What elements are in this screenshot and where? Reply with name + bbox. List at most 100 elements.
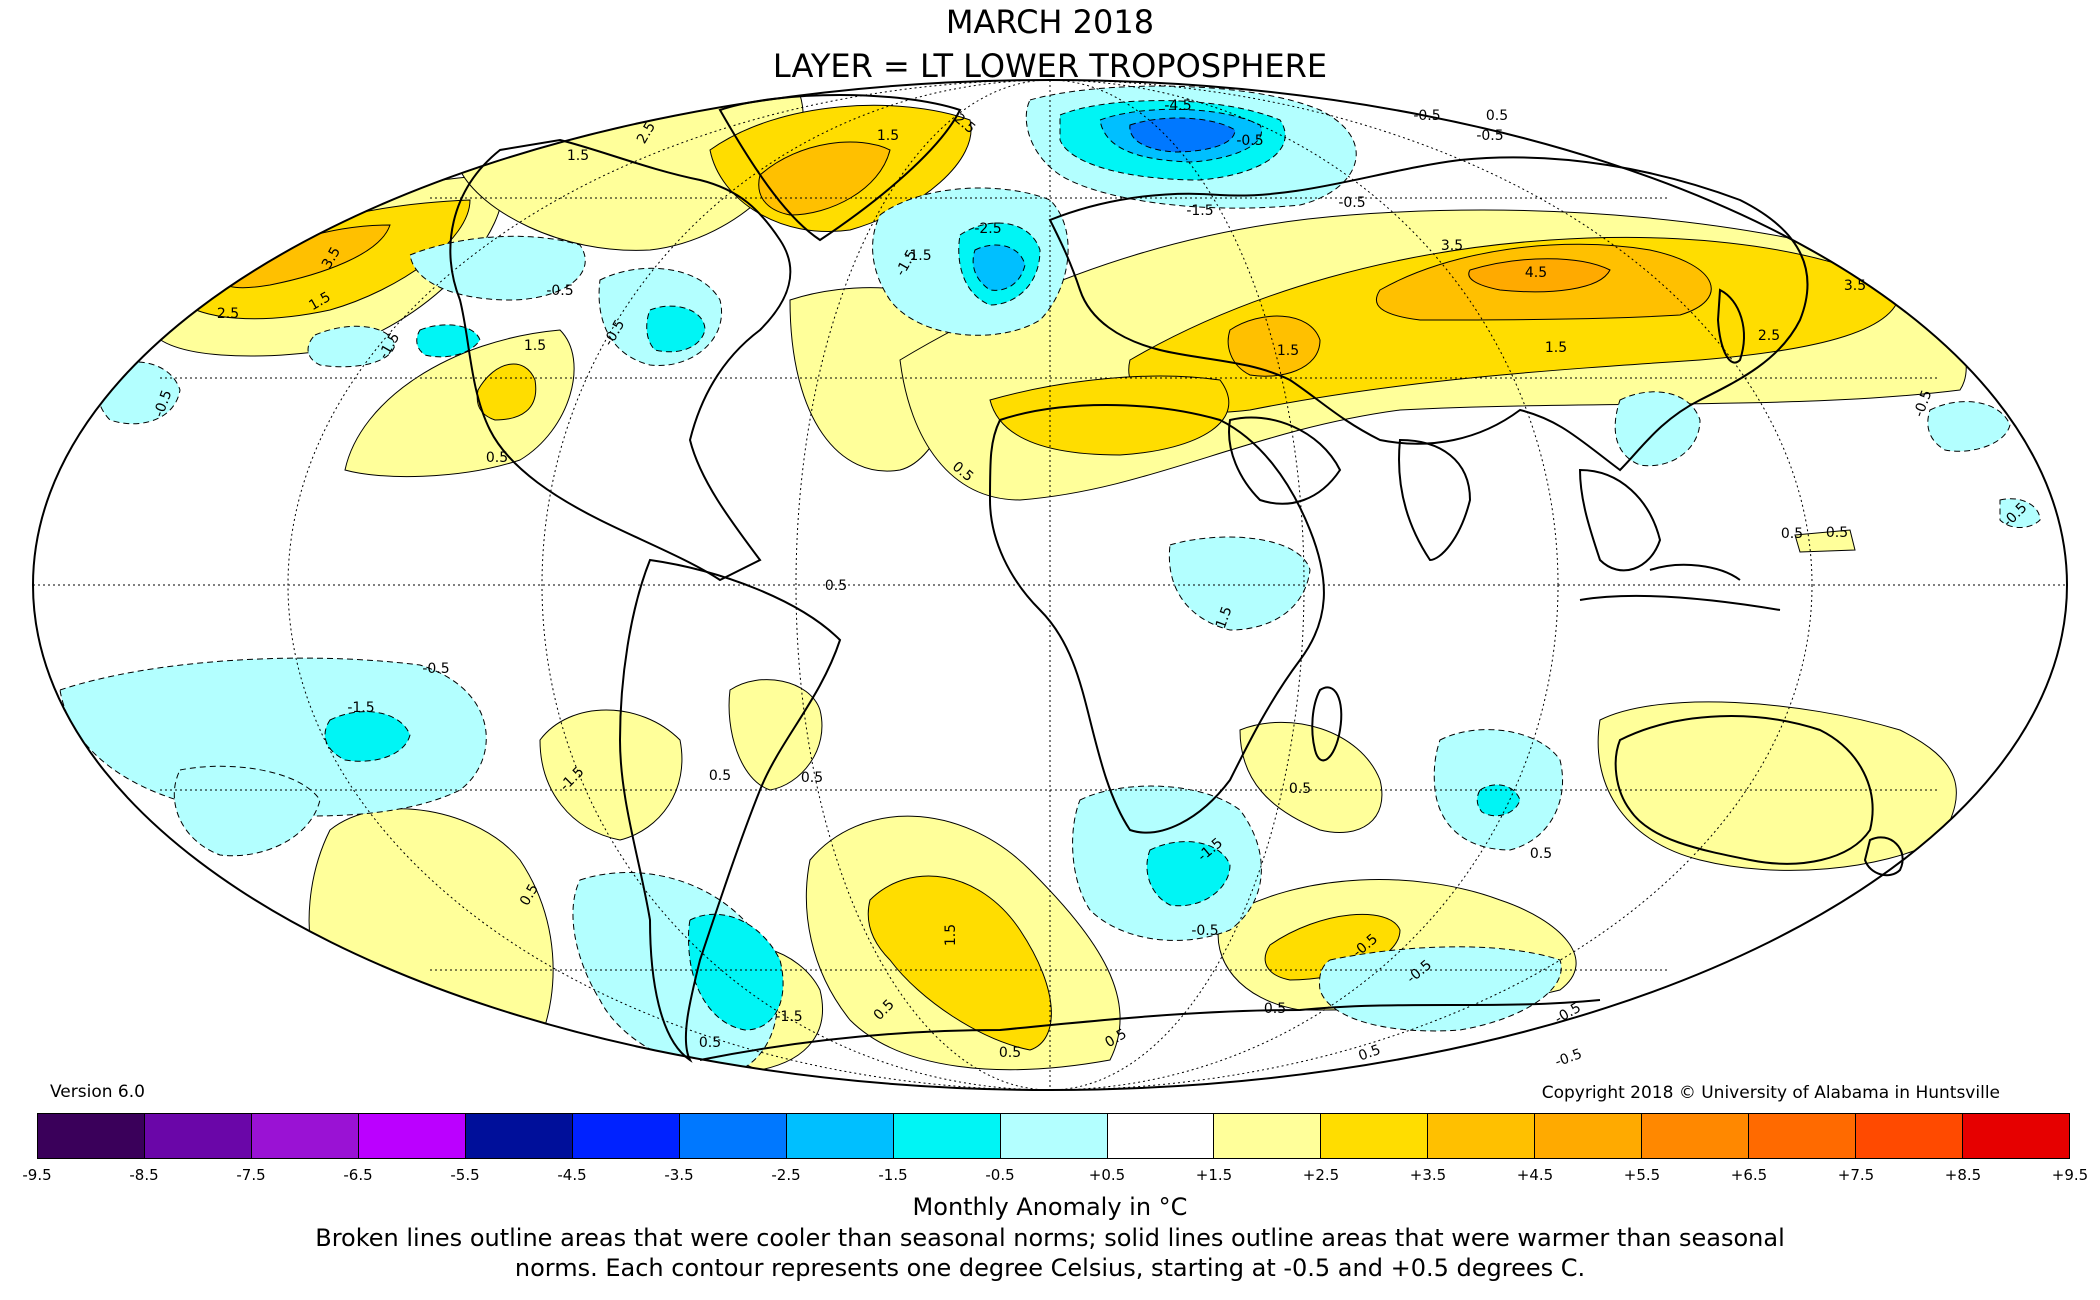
contour-label: -0.5 xyxy=(1236,133,1263,149)
peak-siberia xyxy=(1468,258,1611,293)
color-scale-cell xyxy=(1428,1114,1536,1158)
strong-cool-north-atlantic xyxy=(972,244,1026,291)
coastline-arabia xyxy=(1228,416,1342,505)
coastline-south-america xyxy=(618,558,842,1063)
contour-label: -0.5 xyxy=(422,661,449,677)
color-scale-cell xyxy=(38,1114,145,1158)
color-scale-cell xyxy=(144,1114,252,1158)
color-scale-cell xyxy=(1642,1114,1750,1158)
color-scale-cell xyxy=(1535,1114,1643,1158)
contour-label: 2.5 xyxy=(1758,328,1780,344)
color-scale-tick-label: +3.5 xyxy=(1409,1166,1447,1184)
color-scale-cell xyxy=(1214,1114,1322,1158)
color-scale-cell xyxy=(358,1114,466,1158)
contour-label: 0.5 xyxy=(1356,1042,1382,1065)
contour-label: 0.5 xyxy=(999,1045,1021,1061)
coastline-australia xyxy=(1614,715,1874,865)
contour-label: 0.5 xyxy=(1826,525,1848,541)
color-scale-tick-label: +0.5 xyxy=(1088,1166,1126,1184)
color-scale-tick-label: -3.5 xyxy=(664,1166,694,1184)
contour-label: 0.5 xyxy=(699,1035,721,1051)
color-scale-tick-label: +7.5 xyxy=(1837,1166,1875,1184)
color-scale-cell xyxy=(786,1114,894,1158)
cool-region-pacific-north xyxy=(307,325,396,368)
color-scale-tick-label: -7.5 xyxy=(236,1166,266,1184)
contour-label: 1.5 xyxy=(524,338,546,354)
contour-label: -1.5 xyxy=(775,1009,802,1025)
coastline-madagascar xyxy=(1311,686,1343,762)
cool-region-east-africa xyxy=(1168,536,1311,631)
coastlines xyxy=(449,94,1904,1063)
contour-label: -1.5 xyxy=(1186,203,1213,219)
contour-label: 2.5 xyxy=(217,306,239,322)
contour-labels: 2.5 1.5 1.5 2.5 -4.5 -0.5 -0.5 0.5 -0.5 -0.5 -1.5 -… xyxy=(151,98,2030,1070)
coastline-southeast-asia xyxy=(1578,468,1662,572)
contour-label: -0.5 xyxy=(1338,195,1365,211)
warm-region-coral-sea xyxy=(1794,529,1856,553)
cool-core-south-atlantic xyxy=(1146,841,1231,907)
color-scale-tick-label: -6.5 xyxy=(343,1166,373,1184)
warm-region-south-america-east xyxy=(539,709,683,841)
color-scale-tick-label: +2.5 xyxy=(1302,1166,1340,1184)
color-scale-tick-label: +4.5 xyxy=(1516,1166,1554,1184)
contour-label: -1.5 xyxy=(904,248,931,264)
contour-label: 1.5 xyxy=(943,924,959,946)
contour-label: -0.5 xyxy=(546,283,573,299)
coastline-europe-asia xyxy=(1048,156,1809,472)
cool-region-far-east xyxy=(1999,498,2041,528)
contour-label: 1.5 xyxy=(877,128,899,144)
color-scale-cell xyxy=(679,1114,787,1158)
color-scale-cell xyxy=(1963,1114,2070,1158)
warm-region-south-atlantic-east xyxy=(728,679,823,791)
color-scale-tick-label: +5.5 xyxy=(1623,1166,1661,1184)
color-scale-tick-label: +6.5 xyxy=(1730,1166,1768,1184)
coastline-japan xyxy=(1716,288,1745,364)
contour-label: 1.5 xyxy=(567,148,589,164)
color-scale-tick-label: -4.5 xyxy=(557,1166,587,1184)
color-scale-cell xyxy=(465,1114,573,1158)
contour-label: 1.5 xyxy=(1277,343,1299,359)
cool-region-antarctic-coast xyxy=(1319,946,1562,1032)
color-scale-tick-label: -1.5 xyxy=(878,1166,908,1184)
hotspot-middle-east xyxy=(1227,315,1321,377)
color-scale-ticks: -9.5 -8.5 -7.5 -6.5 -5.5 -4.5 -3.5 -2.5 -1.5 -0.5… xyxy=(22,1166,2088,1190)
hotspot-greenland xyxy=(758,141,891,216)
map-title: MARCH 2018 LAYER = LT LOWER TROPOSPHERE xyxy=(0,0,2100,88)
color-scale-cell xyxy=(572,1114,680,1158)
coastline-indonesia xyxy=(1579,563,1781,611)
contour-label: 3.5 xyxy=(1844,278,1866,294)
meridian-ring-1 xyxy=(795,79,1305,1091)
contour-label: 1.5 xyxy=(1545,340,1567,356)
title-line-date: MARCH 2018 xyxy=(945,3,1155,41)
contour-label: 0.5 xyxy=(1264,1001,1286,1017)
version-label: Version 6.0 xyxy=(50,1082,145,1102)
color-scale-tick-label: -0.5 xyxy=(985,1166,1015,1184)
cool-core-hudson xyxy=(646,305,706,353)
color-scale-cell xyxy=(1749,1114,1857,1158)
contour-label: 3.5 xyxy=(1441,238,1463,254)
contour-label: 0.5 xyxy=(1781,526,1803,542)
color-scale-tick-label: +9.5 xyxy=(2051,1166,2089,1184)
color-scale-tick-label: -8.5 xyxy=(129,1166,159,1184)
map-border xyxy=(32,79,2068,1091)
color-scale-bar xyxy=(37,1113,2070,1159)
color-scale-cell xyxy=(251,1114,359,1158)
coastline-north-america xyxy=(449,138,792,582)
contour-label: -4.5 xyxy=(1164,98,1191,114)
warm-core-south-atlantic xyxy=(867,875,1052,1051)
color-scale-tick-label: -5.5 xyxy=(450,1166,480,1184)
anomaly-map: 2.5 1.5 1.5 2.5 -4.5 -0.5 -0.5 0.5 -0.5 -0.5 -1.5 -… xyxy=(32,79,2068,1091)
color-scale-tick-label: +1.5 xyxy=(1195,1166,1233,1184)
cool-core-canada xyxy=(416,324,481,358)
color-scale-cell xyxy=(1107,1114,1215,1158)
color-scale-cell xyxy=(1856,1114,1964,1158)
contour-label: -1.5 xyxy=(347,700,374,716)
coastline-india xyxy=(1398,438,1472,562)
contour-label: 0.5 xyxy=(486,450,508,466)
contour-label: -0.5 xyxy=(1553,1046,1584,1070)
coastline-new-zealand xyxy=(1863,836,1904,877)
cool-core-indian xyxy=(1476,784,1521,817)
contour-label: 1.5 xyxy=(1213,604,1236,630)
color-scale-cell xyxy=(1321,1114,1429,1158)
cool-region-west-pacific xyxy=(1927,401,2011,452)
